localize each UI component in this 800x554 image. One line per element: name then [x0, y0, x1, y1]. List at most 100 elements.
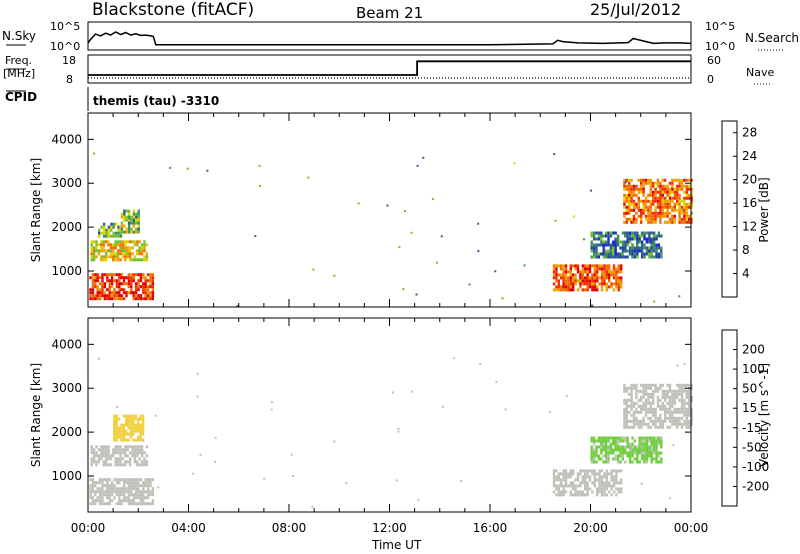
- scatter-cell: [676, 407, 679, 411]
- scatter-cell: [630, 407, 633, 411]
- scatter-cell: [137, 426, 140, 430]
- scatter-cell: [649, 386, 652, 390]
- scatter-cell: [592, 255, 596, 259]
- scatter-cell: [620, 264, 623, 268]
- scatter-cell: [614, 249, 617, 253]
- scatter-cell: [595, 246, 598, 250]
- scatter-cell: [98, 502, 102, 506]
- scatter-cell: [664, 214, 667, 218]
- scatter-cell: [120, 502, 123, 506]
- scatter-cell: [650, 249, 653, 253]
- scatter-cell: [115, 478, 119, 482]
- scatter-cell: [602, 436, 605, 440]
- scatter-cell: [671, 389, 674, 393]
- scatter-cell: [132, 420, 135, 424]
- scatter-cell: [98, 499, 102, 503]
- scatter-cell: [640, 249, 644, 253]
- scatter-cell: [139, 423, 142, 427]
- scatter-cell: [666, 184, 669, 188]
- scatter-cell: [134, 429, 138, 433]
- scatter-cell: [643, 436, 646, 440]
- scatter-cell: [617, 270, 620, 274]
- scatter-cell: [612, 267, 616, 271]
- scatter-cell: [98, 490, 102, 494]
- scatter-cell: [598, 490, 601, 494]
- scatter-cell: [100, 454, 103, 458]
- scatter-cell: [673, 392, 676, 396]
- scatter-cell: [649, 211, 652, 215]
- scatter-cell: [673, 214, 676, 218]
- scatter-cell: [110, 499, 114, 503]
- scatter-cell: [92, 460, 96, 464]
- scatter-cell: [584, 267, 587, 271]
- scatter-cell: [146, 496, 150, 500]
- scatter-cell: [569, 264, 572, 268]
- scatter-cell: [683, 205, 686, 209]
- scatter-cell: [647, 398, 650, 402]
- scatter-cell: [134, 426, 138, 430]
- scatter-cell: [672, 444, 675, 447]
- scatter-cell: [621, 436, 625, 440]
- scatter-cell: [642, 208, 645, 212]
- scatter-cell: [105, 234, 108, 238]
- scatter-cell: [650, 246, 653, 250]
- scatter-cell: [333, 440, 336, 443]
- scatter-cell: [145, 454, 149, 458]
- scatter-cell: [616, 255, 620, 259]
- scatter-cell: [660, 252, 663, 256]
- scatter-cell: [572, 493, 575, 497]
- scatter-cell: [647, 386, 650, 390]
- scatter-cell: [109, 246, 113, 250]
- scatter-cell: [660, 445, 663, 449]
- scatter-cell: [600, 252, 603, 256]
- scatter-cell: [120, 297, 123, 301]
- scatter-cell: [90, 243, 93, 247]
- scatter-cell: [588, 270, 592, 274]
- scatter-cell: [569, 493, 572, 497]
- scatter-cell: [564, 279, 568, 283]
- scatter-cell: [555, 270, 558, 274]
- scatter-cell: [126, 255, 129, 259]
- scatter-cell: [614, 255, 617, 259]
- scatter-cell: [130, 221, 133, 225]
- scatter-cell: [676, 410, 679, 414]
- scatter-cell: [632, 419, 636, 423]
- scatter-cell: [143, 240, 146, 244]
- scatter-cell: [645, 457, 649, 461]
- scatter-cell: [635, 419, 638, 423]
- scatter-cell: [133, 445, 137, 449]
- scatter-cell: [104, 448, 108, 452]
- scatter-cell: [258, 164, 261, 167]
- scatter-cell: [649, 193, 652, 197]
- scatter-cell: [649, 205, 652, 209]
- scatter-cell: [604, 252, 608, 256]
- scatter-cell: [640, 398, 643, 402]
- scatter-cell: [137, 297, 140, 301]
- nsearch-label: N.Search: [745, 31, 799, 45]
- scatter-cell: [127, 502, 131, 506]
- scatter-cell: [619, 255, 622, 259]
- scatter-cell: [615, 478, 618, 482]
- freq-tick-high: 18: [62, 54, 76, 67]
- scatter-cell: [113, 414, 116, 418]
- scatter-cell: [118, 294, 121, 298]
- scatter-cell: [688, 395, 691, 399]
- scatter-cell: [596, 267, 599, 271]
- scatter-cell: [668, 193, 672, 197]
- scatter-cell: [644, 398, 648, 402]
- scatter-cell: [678, 184, 681, 188]
- scatter-cell: [661, 199, 664, 203]
- scatter-cell: [151, 499, 155, 503]
- scatter-cell: [138, 240, 141, 244]
- scatter-cell: [656, 389, 660, 393]
- scatter-cell: [683, 398, 686, 402]
- scatter-cell: [100, 451, 103, 455]
- scatter-cell: [676, 199, 679, 203]
- scatter-cell: [623, 193, 626, 197]
- scatter-cell: [623, 419, 626, 423]
- scatter-cell: [595, 454, 598, 458]
- scatter-cell: [666, 220, 669, 224]
- scatter-cell: [89, 490, 92, 494]
- scatter-cell: [626, 249, 629, 253]
- scatter-cell: [664, 416, 667, 420]
